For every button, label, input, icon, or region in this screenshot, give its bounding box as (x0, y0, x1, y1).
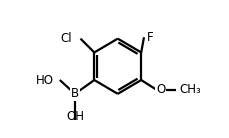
Text: Cl: Cl (60, 32, 72, 45)
Text: B: B (71, 87, 79, 100)
Text: OH: OH (66, 110, 84, 123)
Text: F: F (146, 31, 153, 44)
Text: HO: HO (36, 74, 54, 87)
Text: O: O (155, 83, 164, 96)
Text: CH₃: CH₃ (179, 83, 201, 96)
